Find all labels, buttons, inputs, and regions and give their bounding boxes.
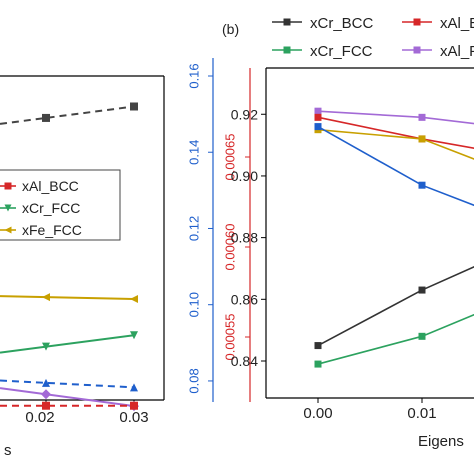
panel-a-legend-label: xCr_FCC bbox=[22, 200, 80, 216]
panel-b-y-tick-label: 0.86 bbox=[231, 291, 258, 307]
panel-b-y-tick-label: 0.88 bbox=[231, 230, 258, 246]
panel-a-legend-label: xFe_FCC bbox=[22, 222, 82, 238]
panel-a-x-axis-label: s bbox=[4, 442, 12, 459]
panel-a-blue-axis-tick-label: 0.08 bbox=[187, 368, 202, 393]
panel-b-y-tick-label: 0.92 bbox=[231, 106, 258, 122]
panel-b-series-line bbox=[317, 128, 474, 160]
panel-a-series-line bbox=[0, 295, 135, 300]
panel-b-legend-label: xCr_FCC bbox=[310, 43, 373, 60]
panel-b-data-point bbox=[418, 135, 426, 143]
panel-b-data-point bbox=[314, 360, 322, 368]
panel-b-legend-marker bbox=[413, 46, 421, 54]
panel-b-legend-marker bbox=[413, 18, 421, 26]
panel-b-legend-label: xAl_B bbox=[440, 15, 474, 32]
panel-a-legend-marker bbox=[4, 182, 12, 190]
panel-a-data-point bbox=[130, 401, 138, 410]
panel-b-legend-label: xAl_F bbox=[440, 43, 474, 60]
panel-b-y-tick-label: 0.84 bbox=[231, 353, 258, 369]
panel-b-data-point bbox=[418, 286, 426, 294]
panel-b-x-tick-label: 0.01 bbox=[407, 405, 436, 422]
panel-a-data-point bbox=[130, 294, 138, 303]
panel-b-data-point bbox=[314, 113, 322, 121]
panel-b-series-line bbox=[317, 110, 474, 125]
panel-b-x-tick-label: 0.00 bbox=[303, 405, 332, 422]
panel-a-data-point bbox=[130, 383, 138, 392]
panel-b-series-line bbox=[317, 266, 474, 347]
panel-a-x-tick-label: 0.03 bbox=[119, 409, 148, 426]
panel-b-data-point bbox=[418, 181, 426, 189]
panel-a-x-tick-label: 0.02 bbox=[25, 409, 54, 426]
panel-b-label: (b) bbox=[222, 21, 239, 37]
panel-a-series-line bbox=[0, 334, 135, 354]
panel-a-red-axis-tick-label: 0.00065 bbox=[223, 134, 238, 181]
panel-a-data-point bbox=[41, 389, 51, 400]
panel-b-series-line bbox=[317, 125, 474, 207]
panel-a-data-point bbox=[130, 331, 138, 340]
panel-a-legend-label: xAl_BCC bbox=[22, 178, 79, 194]
panel-a-data-point bbox=[42, 342, 50, 351]
panel-a-legend-marker bbox=[4, 226, 12, 234]
panel-b-legend-marker bbox=[283, 18, 291, 26]
panel-a-legend-marker bbox=[4, 204, 12, 212]
panel-a-data-point bbox=[130, 102, 138, 111]
panel-a-blue-axis-tick-label: 0.10 bbox=[187, 292, 202, 317]
panel-a-legend-box bbox=[0, 169, 121, 241]
panel-b-data-point bbox=[314, 342, 322, 350]
panel-a-red-axis-tick-label: 0.00055 bbox=[223, 314, 238, 361]
panel-b-legend-label: xCr_BCC bbox=[310, 15, 374, 32]
panel-a-data-point bbox=[42, 378, 50, 387]
panel-a-data-point bbox=[42, 113, 50, 122]
panel-a-series-line bbox=[0, 379, 135, 389]
panel-a-blue-axis-tick-label: 0.14 bbox=[187, 140, 202, 165]
panel-b-y-tick-label: 0.90 bbox=[231, 168, 258, 184]
panel-a-series-line bbox=[0, 387, 135, 408]
panel-b-x-axis-label: Eigens bbox=[418, 433, 464, 450]
panel-b-data-point bbox=[418, 332, 426, 340]
panel-a-blue-axis-tick-label: 0.12 bbox=[187, 216, 202, 241]
panel-b-data-point bbox=[418, 113, 426, 121]
panel-a-red-axis-tick-label: 0.00060 bbox=[223, 224, 238, 271]
panel-a-data-point bbox=[42, 401, 50, 410]
panel-b-data-point bbox=[314, 123, 322, 131]
panel-a-series-line bbox=[0, 105, 135, 125]
panel-a-data-point bbox=[42, 293, 50, 302]
panel-a-blue-axis-tick-label: 0.16 bbox=[187, 63, 202, 88]
panel-b-legend-marker bbox=[283, 46, 291, 54]
panel-b-data-point bbox=[314, 107, 322, 115]
